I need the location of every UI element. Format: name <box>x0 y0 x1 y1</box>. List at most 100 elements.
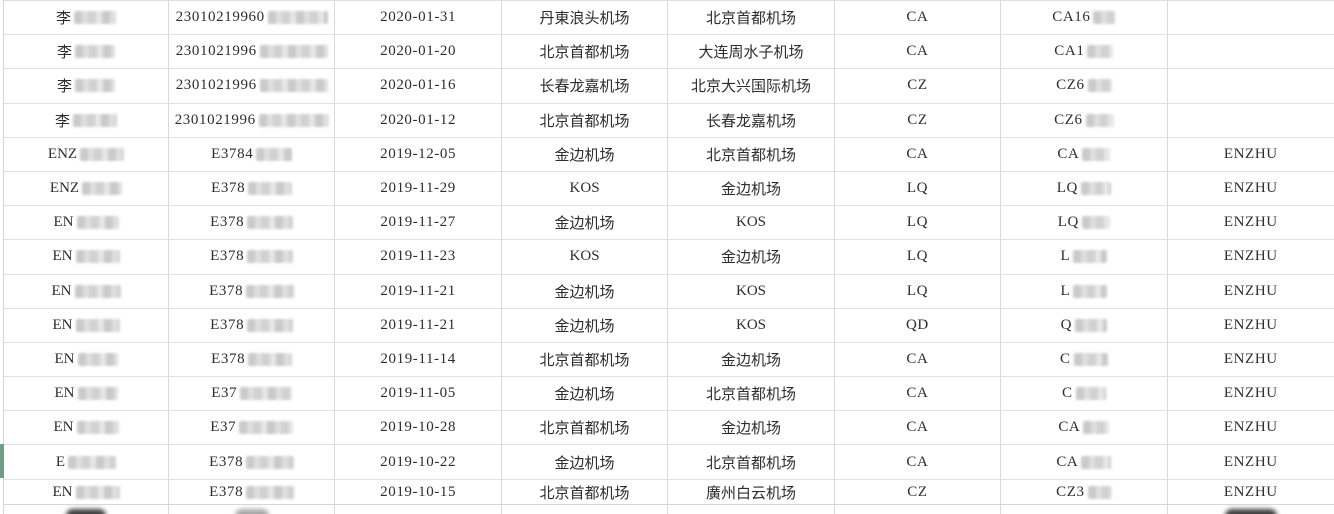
cell-flight-date[interactable]: 2019-11-21 <box>335 274 502 308</box>
cell-passenger-name[interactable]: ENZ <box>4 171 169 206</box>
cell-airline-code[interactable]: LQ <box>835 274 1002 308</box>
cell-document-number[interactable]: E378 <box>169 274 336 308</box>
cell-arrival-airport[interactable]: KOS <box>668 308 835 342</box>
cell-airline-code[interactable]: CA <box>835 377 1002 411</box>
cell-flight-number[interactable]: L <box>1001 240 1168 274</box>
cell-document-number[interactable]: E378 <box>169 240 336 274</box>
cell-airline-code[interactable]: CA <box>835 411 1002 445</box>
cell-flight-number[interactable]: CZ6 <box>1001 103 1168 137</box>
cell-flight-number[interactable]: C <box>1001 377 1168 411</box>
cell-document-number[interactable]: E378 <box>169 308 336 342</box>
cell-document-number[interactable]: E378 <box>169 479 336 506</box>
cell-airline-code[interactable]: CA <box>835 137 1002 171</box>
cell-document-number[interactable]: E378 <box>169 342 336 377</box>
cell-document-number[interactable]: E378 <box>169 445 336 479</box>
cell-holder-name[interactable]: ENZHU <box>1168 172 1334 205</box>
cell-document-number[interactable]: E378 <box>169 171 336 206</box>
cell-flight-date[interactable]: 2019-10-15 <box>335 479 502 506</box>
cell-flight-number[interactable]: LQ <box>1001 171 1168 206</box>
cell-arrival-airport[interactable]: 北京首都机场 <box>668 377 835 411</box>
cell-passenger-name[interactable]: 李 <box>4 69 169 103</box>
cell-passenger-name[interactable]: ENZ <box>4 137 169 171</box>
cell-passenger-name[interactable]: EN <box>4 274 169 308</box>
cell-arrival-airport[interactable]: 金边机场 <box>668 342 835 377</box>
cell-passenger-name[interactable]: EN <box>4 479 169 506</box>
cell-airline-code[interactable]: CA <box>835 445 1002 479</box>
cell-document-number[interactable]: 2301021996 <box>169 103 336 137</box>
cell-arrival-airport[interactable]: 北京首都机场 <box>668 445 835 479</box>
cell-holder-name[interactable] <box>1168 35 1334 68</box>
cell-holder-name[interactable]: ENZHU <box>1168 480 1334 505</box>
cell-passenger-name[interactable]: EN <box>4 342 169 377</box>
cell-flight-number[interactable]: L <box>1001 274 1168 308</box>
cell-flight-number[interactable]: CA <box>1001 445 1168 479</box>
cell-document-number[interactable]: E37 <box>169 411 336 445</box>
cell-flight-number[interactable]: CA1 <box>1001 35 1168 69</box>
cell-passenger-name[interactable]: EN <box>4 308 169 342</box>
cell-document-number[interactable]: 23010219960 <box>169 1 336 35</box>
cell-passenger-name[interactable]: EN <box>4 240 169 274</box>
cell-flight-date[interactable]: 2020-01-20 <box>335 35 502 69</box>
cell-flight-date[interactable]: 2019-10-28 <box>335 411 502 445</box>
cell-flight-number[interactable]: LQ <box>1001 206 1168 240</box>
cell-airline-code[interactable]: CA <box>835 1 1002 35</box>
cell-holder-name[interactable]: ENZHU <box>1168 206 1334 239</box>
cell-document-number[interactable]: 2301021996 <box>169 35 336 69</box>
cell-document-number[interactable]: 2301021996 <box>169 69 336 103</box>
cell-arrival-airport[interactable]: 长春龙嘉机场 <box>668 103 835 137</box>
cell-passenger-name[interactable]: EN <box>4 377 169 411</box>
cell-holder-name[interactable]: ENZHU <box>1168 343 1334 376</box>
cell-arrival-airport[interactable]: 北京首都机场 <box>668 1 835 35</box>
cell-flight-date[interactable]: 2019-10-22 <box>335 445 502 479</box>
cell-departure-airport[interactable]: 北京首都机场 <box>502 342 669 377</box>
cell-holder-name[interactable]: ENZHU <box>1168 275 1334 308</box>
cell-airline-code[interactable]: CA <box>835 35 1002 69</box>
cell-flight-number[interactable]: CZ3 <box>1001 479 1168 506</box>
cell-arrival-airport[interactable]: 北京首都机场 <box>668 137 835 171</box>
cell-flight-date[interactable]: 2019-11-14 <box>335 342 502 377</box>
cell-flight-date[interactable]: 2020-01-12 <box>335 103 502 137</box>
cell-airline-code[interactable]: LQ <box>835 240 1002 274</box>
cell-airline-code[interactable]: LQ <box>835 206 1002 240</box>
cell-departure-airport[interactable]: KOS <box>502 171 669 206</box>
cell-flight-number[interactable]: Q <box>1001 308 1168 342</box>
cell-passenger-name[interactable]: E <box>4 445 169 479</box>
cell-departure-airport[interactable]: 金边机场 <box>502 206 669 240</box>
cell-departure-airport[interactable]: 长春龙嘉机场 <box>502 69 669 103</box>
cell-airline-code[interactable]: QD <box>835 308 1002 342</box>
cell-flight-number[interactable]: C <box>1001 342 1168 377</box>
cell-arrival-airport[interactable]: 廣州白云机场 <box>668 479 835 506</box>
cell-arrival-airport[interactable]: 大连周水子机场 <box>668 35 835 69</box>
cell-flight-number[interactable]: CA <box>1001 137 1168 171</box>
cell-departure-airport[interactable]: KOS <box>502 240 669 274</box>
cell-holder-name[interactable] <box>1168 1 1334 34</box>
cell-flight-date[interactable]: 2019-12-05 <box>335 137 502 171</box>
cell-document-number[interactable]: E378 <box>169 206 336 240</box>
cell-flight-number[interactable]: CA16 <box>1001 1 1168 35</box>
cell-document-number[interactable]: E3784 <box>169 137 336 171</box>
cell-holder-name[interactable]: ENZHU <box>1168 138 1334 171</box>
cell-holder-name[interactable]: ENZHU <box>1168 377 1334 410</box>
cell-arrival-airport[interactable]: 金边机场 <box>668 240 835 274</box>
cell-departure-airport[interactable]: 金边机场 <box>502 377 669 411</box>
cell-holder-name[interactable]: ENZHU <box>1168 309 1334 342</box>
cell-airline-code[interactable]: CA <box>835 342 1002 377</box>
cell-departure-airport[interactable]: 金边机场 <box>502 308 669 342</box>
cell-holder-name[interactable] <box>1168 104 1334 137</box>
cell-departure-airport[interactable]: 北京首都机场 <box>502 479 669 506</box>
cell-holder-name[interactable] <box>1168 69 1334 102</box>
cell-flight-date[interactable]: 2020-01-16 <box>335 69 502 103</box>
cell-departure-airport[interactable]: 北京首都机场 <box>502 35 669 69</box>
cell-departure-airport[interactable]: 金边机场 <box>502 445 669 479</box>
cell-holder-name[interactable]: ENZHU <box>1168 445 1334 478</box>
cell-flight-number[interactable]: CA <box>1001 411 1168 445</box>
cell-flight-date[interactable]: 2019-11-21 <box>335 308 502 342</box>
cell-airline-code[interactable]: CZ <box>835 479 1002 506</box>
cell-arrival-airport[interactable]: KOS <box>668 206 835 240</box>
cell-passenger-name[interactable]: 李 <box>4 1 169 35</box>
cell-airline-code[interactable]: CZ <box>835 103 1002 137</box>
cell-departure-airport[interactable]: 丹東浪头机场 <box>502 1 669 35</box>
cell-flight-date[interactable]: 2019-11-23 <box>335 240 502 274</box>
cell-departure-airport[interactable]: 金边机场 <box>502 274 669 308</box>
cell-airline-code[interactable]: LQ <box>835 171 1002 206</box>
